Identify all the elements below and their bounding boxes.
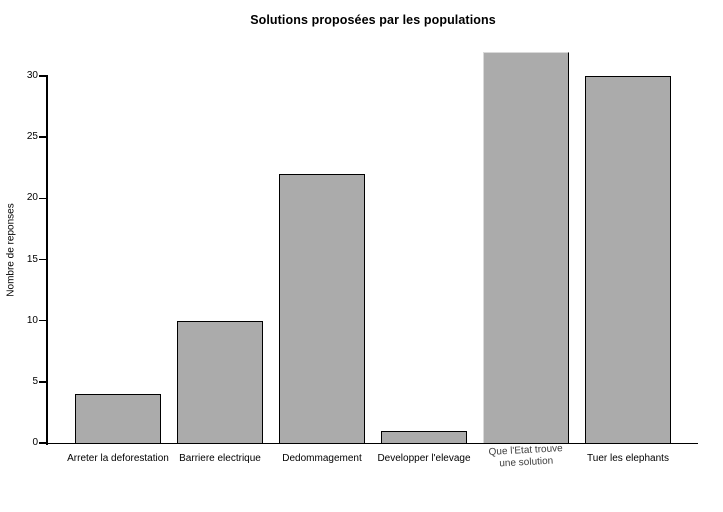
y-tick-mark [39, 319, 46, 322]
x-tick-label: Arreter la deforestation [67, 453, 169, 464]
y-tick-label: 5 [32, 375, 38, 387]
y-tick-mark [39, 258, 46, 261]
y-tick-label: 10 [26, 314, 38, 326]
y-tick-label: 0 [32, 437, 38, 448]
y-tick-label: 25 [26, 131, 38, 143]
x-tick-label: Barriere electrique [179, 453, 261, 464]
y-tick-label: 20 [26, 192, 38, 204]
y-tick-label: 30 [26, 70, 38, 81]
bar [381, 430, 467, 443]
bar [483, 51, 569, 443]
y-tick-mark [39, 75, 46, 77]
chart-title: Solutions proposées par les populations [250, 13, 496, 27]
bar [585, 76, 671, 443]
x-tick-label: Tuer les elephants [587, 453, 669, 464]
x-axis-line [46, 442, 698, 444]
y-axis-line [46, 75, 48, 445]
bar [279, 173, 365, 443]
y-tick-mark [39, 136, 46, 138]
y-tick-mark [39, 381, 46, 383]
y-tick-mark [39, 442, 46, 444]
x-tick-label: Dedommagement [282, 453, 362, 464]
x-tick-label: Developper l'elevage [377, 453, 471, 464]
y-tick-label: 15 [26, 253, 38, 265]
bar [75, 394, 161, 443]
bar [177, 320, 263, 443]
y-tick-mark [39, 197, 46, 200]
